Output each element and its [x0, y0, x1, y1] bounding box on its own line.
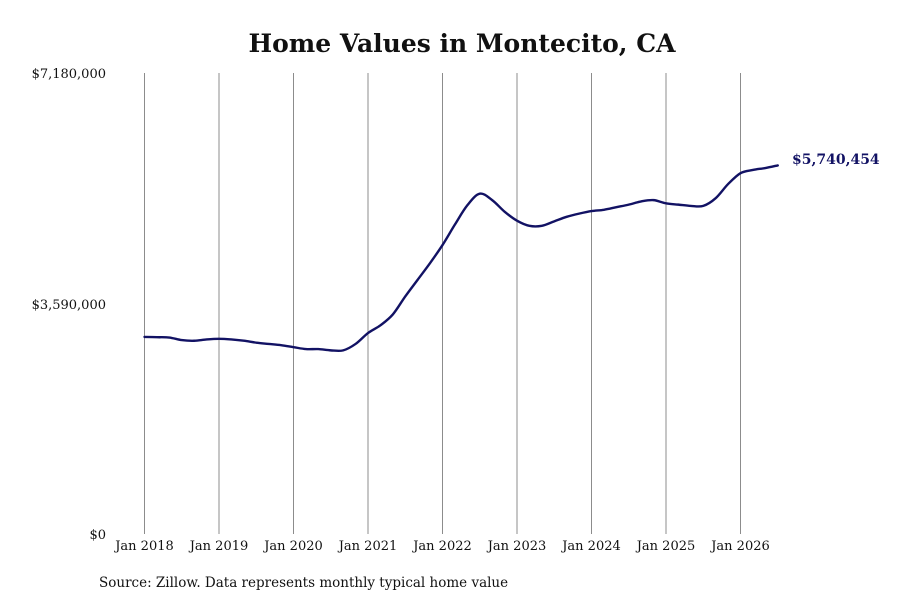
x-tick-label: Jan 2023 [486, 539, 547, 554]
x-tick-label: Jan 2022 [411, 539, 472, 554]
x-tick-label: Jan 2021 [337, 539, 398, 554]
y-tick-label-bottom: $0 [89, 528, 106, 543]
x-tick-label: Jan 2025 [635, 539, 696, 554]
x-tick-label: Jan 2018 [113, 539, 174, 554]
end-value-label: $5,740,454 [792, 152, 880, 168]
x-tick-label: Jan 2024 [560, 539, 621, 554]
x-tick-labels: Jan 2018 Jan 2019 Jan 2020 Jan 2021 Jan 2022… [113, 539, 770, 554]
x-tick-label: Jan 2020 [262, 539, 323, 554]
y-tick-label-middle: $3,590,000 [32, 298, 106, 313]
chart-title: Home Values in Montecito, CA [248, 29, 676, 58]
source-note: Source: Zillow. Data represents monthly … [99, 575, 508, 591]
y-tick-label-top: $7,180,000 [32, 67, 106, 82]
series-line-home-value [143, 164, 779, 353]
x-tick-label: Jan 2026 [709, 539, 770, 554]
x-tick-label: Jan 2019 [188, 539, 249, 554]
vertical-gridlines [144, 73, 741, 534]
